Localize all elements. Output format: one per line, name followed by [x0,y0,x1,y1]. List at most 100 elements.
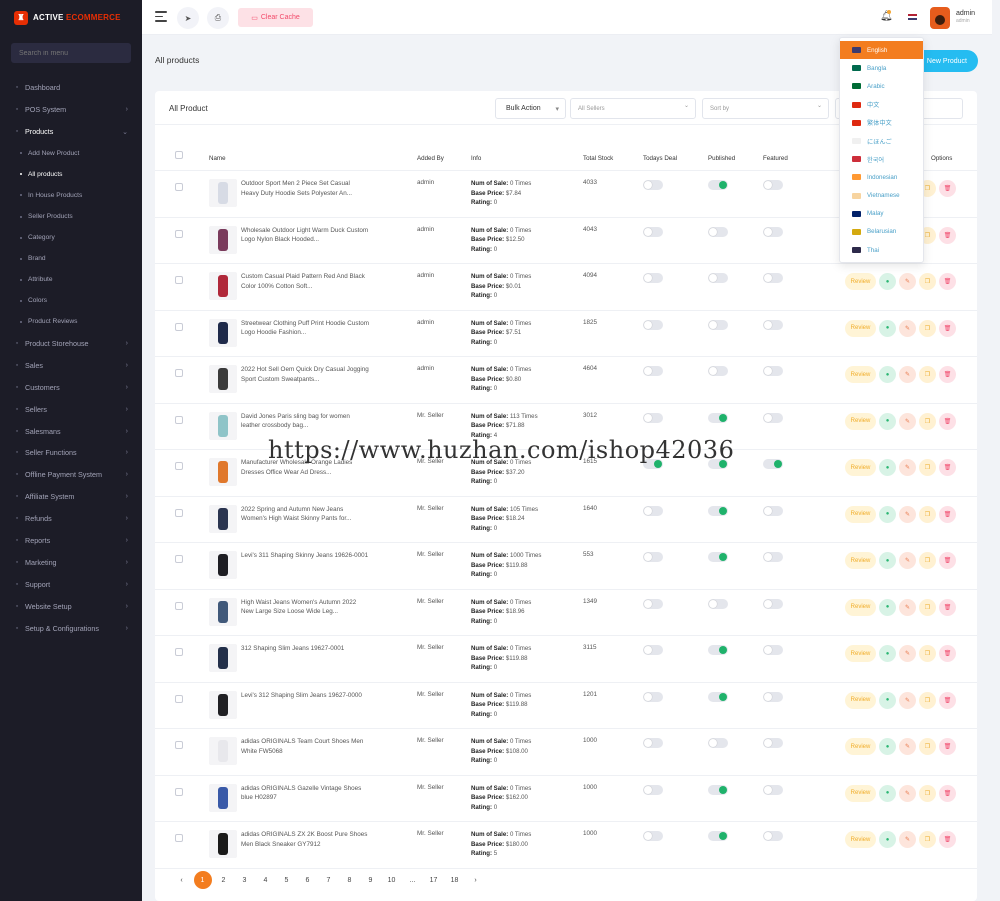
row-checkbox[interactable] [175,787,183,796]
row-checkbox[interactable] [175,322,183,331]
product-name[interactable]: Wholesale Outdoor Light Warm Duck Custom… [241,226,369,244]
page-button[interactable]: 7 [326,876,331,884]
view-button[interactable]: ● [879,319,896,337]
copy-button[interactable]: ❐ [919,831,936,848]
deal-toggle[interactable] [643,738,663,748]
deal-toggle[interactable] [643,831,663,841]
bulk-action-dropdown[interactable]: Bulk Action [495,98,566,119]
review-button[interactable]: Review [845,831,876,848]
product-name[interactable]: 2022 Hot Sell Oem Quick Dry Casual Joggi… [241,366,369,383]
sidebar-item-sales[interactable]: ▫ Sales › [0,354,142,376]
published-toggle[interactable] [708,273,728,283]
row-checkbox[interactable] [175,741,183,749]
edit-button[interactable]: ✎ [899,366,916,383]
deal-toggle[interactable] [643,552,663,562]
sidebar-subitem[interactable]: Add New Product [0,143,142,164]
review-button[interactable]: Review [845,273,876,290]
deal-toggle[interactable] [643,180,663,190]
copy-button[interactable]: ❐ [919,319,936,337]
page-button[interactable]: 4 [263,876,268,884]
page-button[interactable]: 17 [429,876,438,884]
edit-button[interactable]: ✎ [899,273,916,290]
seller-select[interactable]: All Sellers [570,98,696,119]
page-button[interactable]: 5 [284,876,289,884]
view-button[interactable]: ● [879,831,896,848]
sidebar-item-support[interactable]: ▫ Support › [0,573,142,595]
copy-button[interactable]: ❐ [919,691,936,709]
sidebar-item-customers[interactable]: ▫ Customers › [0,376,142,398]
sidebar-item-seller-functions[interactable]: ▫ Seller Functions › [0,442,142,464]
copy-button[interactable]: ❐ [919,505,936,523]
view-button[interactable]: ● [879,412,896,430]
language-option[interactable]: Thai [840,241,923,259]
copy-button[interactable]: ❐ [919,366,936,383]
product-thumbnail[interactable] [209,690,237,719]
sidebar-subitem[interactable]: Product Reviews [0,311,142,332]
sidebar-item-website-setup[interactable]: ▫ Website Setup › [0,595,142,617]
edit-button[interactable]: ✎ [899,738,916,755]
edit-button[interactable]: ✎ [899,691,916,709]
copy-button[interactable]: ❐ [919,273,936,290]
published-toggle[interactable] [708,645,728,655]
view-button[interactable]: ● [879,598,896,616]
published-toggle[interactable] [708,180,728,190]
featured-toggle[interactable] [763,412,783,423]
edit-button[interactable]: ✎ [899,505,916,523]
product-name[interactable]: Outdoor Sport Men 2 Piece Set Casual Hea… [241,180,352,197]
product-name[interactable]: adidas ORIGINALS ZX 2K Boost Pure Shoes … [241,831,368,848]
published-toggle[interactable] [708,366,728,376]
edit-button[interactable]: ✎ [899,412,916,430]
page-button[interactable]: 18 [450,876,459,884]
delete-button[interactable]: 🗑︎ [939,784,956,802]
product-name[interactable]: David Jones Paris sling bag for women le… [241,412,350,430]
featured-toggle[interactable] [763,505,783,516]
featured-toggle[interactable] [763,598,783,609]
product-thumbnail[interactable] [209,737,237,765]
published-toggle[interactable] [708,412,728,423]
delete-button[interactable]: 🗑︎ [939,412,956,430]
product-name[interactable]: 312 Shaping Slim Jeans 19627-0001 [241,645,345,652]
delete-button[interactable]: 🗑︎ [939,598,956,616]
deal-toggle[interactable] [643,226,663,237]
sidebar-item-sellers[interactable]: ▫ Sellers › [0,398,142,420]
sidebar-item-refunds[interactable]: ▫ Refunds › [0,508,142,530]
review-button[interactable]: Review [845,784,876,802]
page-button[interactable]: 9 [368,876,373,884]
sidebar-item-products[interactable]: ▫ Products ⌄ [0,121,142,143]
delete-button[interactable]: 🗑︎ [939,273,956,290]
menu-toggle-icon[interactable] [155,11,167,23]
review-button[interactable]: Review [845,459,876,476]
row-checkbox[interactable] [175,648,183,656]
copy-button[interactable]: ❐ [919,412,936,430]
edit-button[interactable]: ✎ [899,319,916,337]
deal-toggle[interactable] [643,366,663,376]
page-button[interactable]: 10 [387,876,396,884]
published-toggle[interactable] [708,552,728,562]
delete-button[interactable]: 🗑︎ [939,459,956,476]
published-toggle[interactable] [708,505,728,516]
featured-toggle[interactable] [763,226,783,237]
brand[interactable]: ♜ ACTIVE ECOMMERCE [0,0,142,35]
product-thumbnail[interactable] [209,830,237,858]
admin-name[interactable]: admin [956,10,976,17]
sidebar-item-reports[interactable]: ▫ Reports › [0,530,142,552]
product-thumbnail[interactable] [209,225,237,254]
row-checkbox[interactable] [175,694,183,703]
edit-button[interactable]: ✎ [899,645,916,662]
featured-toggle[interactable] [763,366,783,376]
product-thumbnail[interactable] [209,272,237,300]
row-checkbox[interactable] [175,183,183,191]
product-thumbnail[interactable] [209,411,237,440]
view-button[interactable]: ● [879,738,896,755]
product-name[interactable]: Levi's 312 Shaping Slim Jeans 19627-0000 [241,691,362,699]
clear-cache-button[interactable]: ▭ Clear Cache [238,8,313,27]
delete-button[interactable]: 🗑︎ [939,831,956,848]
language-option[interactable]: Indonesian [840,168,923,186]
review-button[interactable]: Review [845,412,876,430]
sidebar-subitem[interactable]: Brand [0,248,142,269]
published-toggle[interactable] [708,784,728,795]
language-option[interactable]: Belarusian [840,223,923,241]
page-button[interactable]: 3 [242,876,247,884]
review-button[interactable]: Review [845,691,876,709]
sidebar-item-offline-payment-system[interactable]: ▫ Offline Payment System › [0,464,142,486]
